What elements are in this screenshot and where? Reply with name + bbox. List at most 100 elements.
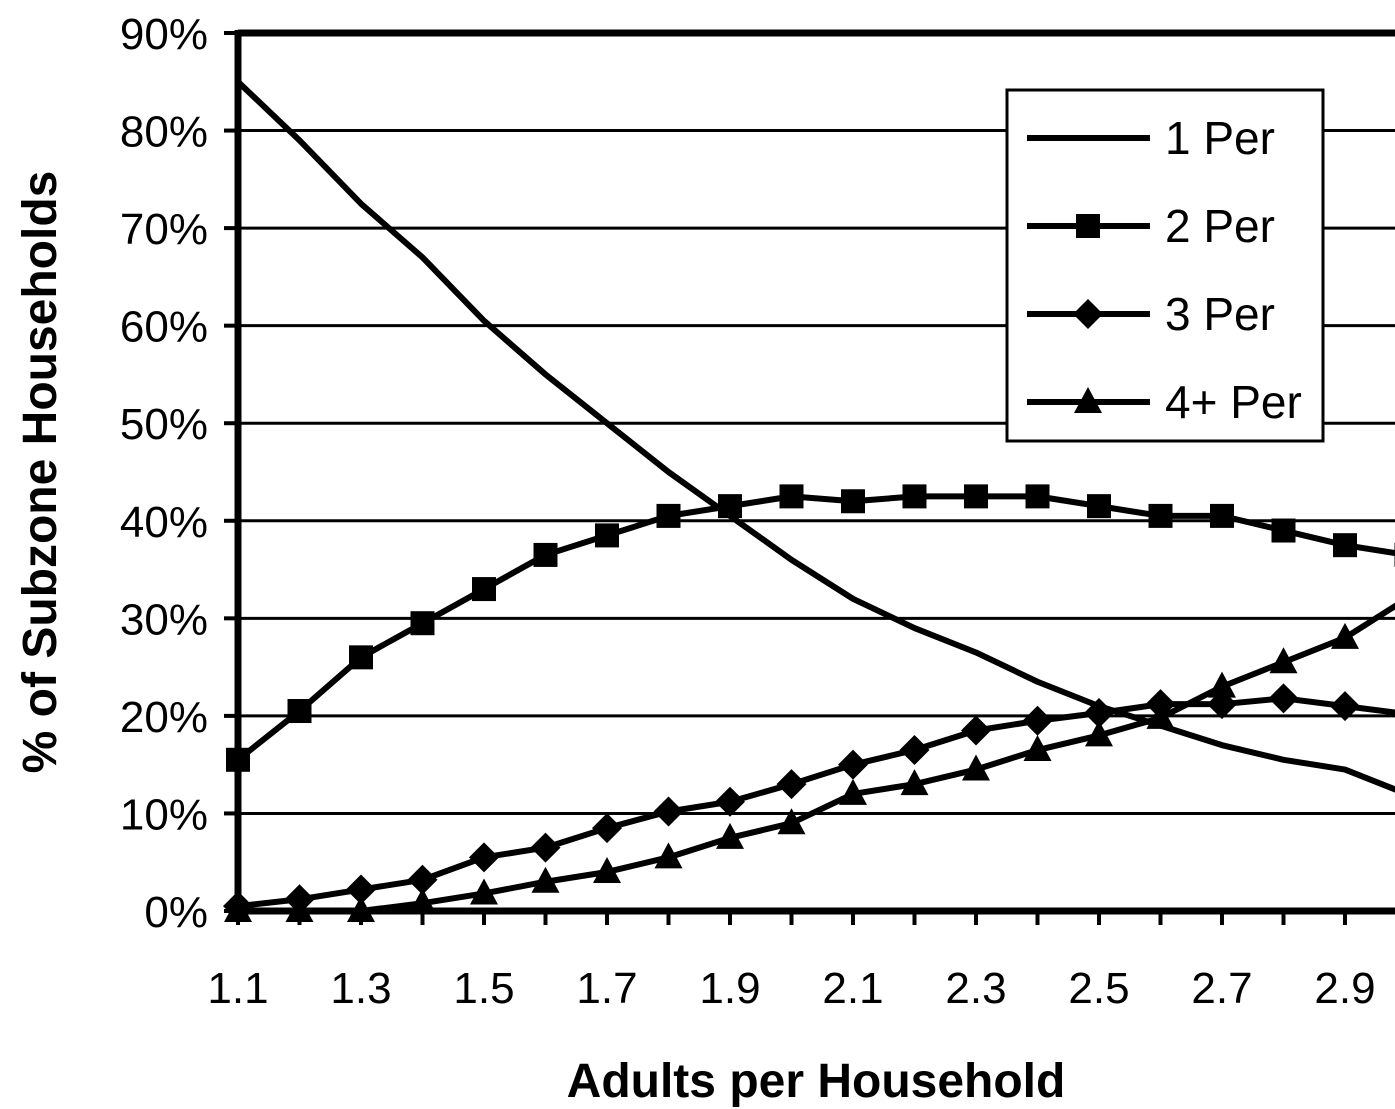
square-marker (1025, 484, 1050, 509)
diamond-marker (346, 874, 376, 905)
series-line (238, 602, 1395, 914)
triangle-marker (839, 778, 867, 805)
square-marker (1076, 214, 1100, 238)
triangle-marker (1208, 671, 1236, 698)
square-marker (1333, 533, 1357, 558)
diamond-marker (838, 749, 868, 780)
triangle-marker (654, 842, 683, 869)
square-marker (656, 503, 681, 528)
series-3 (223, 683, 1395, 922)
x-tick-label: 1.1 (207, 964, 268, 1013)
triangle-marker (962, 754, 990, 781)
square-marker (472, 577, 496, 602)
diamond-marker (469, 842, 499, 873)
x-tick-label: 2.1 (822, 964, 883, 1013)
square-marker (349, 645, 373, 670)
square-marker (1148, 503, 1173, 528)
x-tick-label: 1.9 (699, 964, 760, 1013)
y-tick-label: 50% (120, 400, 208, 449)
triangle-marker (1392, 605, 1395, 610)
diamond-marker (1022, 705, 1053, 736)
series-1 (235, 79, 1395, 793)
y-tick-label: 90% (120, 10, 208, 59)
square-marker (1271, 518, 1296, 543)
legend-entry: 4+ Per (1027, 376, 1302, 428)
triangle-marker (531, 866, 560, 893)
square-marker (964, 484, 988, 509)
y-tick-label: 0% (144, 888, 208, 937)
legend-entry: 3 Per (1027, 288, 1275, 340)
series-2 (226, 484, 1395, 772)
legend-label: 2 Per (1165, 200, 1275, 252)
diamond-marker (899, 735, 930, 766)
y-tick-label: 40% (120, 498, 208, 547)
legend-label: 3 Per (1165, 288, 1275, 340)
square-marker (902, 484, 927, 509)
legend-label: 4+ Per (1165, 376, 1302, 428)
triangle-marker (470, 878, 498, 905)
square-marker (533, 542, 558, 567)
diamond-marker (653, 796, 684, 827)
y-tick-label: 20% (120, 693, 208, 742)
legend: 1 Per 2 Per 3 Per 4+ Per (1005, 88, 1325, 443)
diamond-marker (715, 786, 745, 817)
triangle-marker (408, 888, 437, 915)
triangle-marker (593, 856, 621, 883)
square-marker (1087, 494, 1111, 519)
diamond-marker (1268, 683, 1299, 714)
x-tick-label: 2.9 (1314, 964, 1375, 1013)
triangle-marker (900, 769, 929, 796)
triangle-marker (1023, 735, 1052, 762)
diamond-marker (407, 864, 438, 895)
y-tick-label: 60% (120, 303, 208, 352)
diamond-marker (1073, 299, 1103, 329)
series-line (237, 695, 1395, 910)
y-axis-title: % of Subzone Households (14, 171, 67, 774)
square-marker (779, 484, 804, 509)
legend-entry: 1 Per (1027, 112, 1275, 164)
square-marker (410, 611, 435, 636)
triangle-marker (716, 822, 744, 849)
x-tick-label: 2.5 (1068, 964, 1129, 1013)
y-tick-label: 30% (120, 595, 208, 644)
diamond-marker (1330, 691, 1360, 722)
series-4 (224, 602, 1395, 922)
diamond-marker (592, 813, 622, 844)
series-line (235, 79, 1395, 793)
triangle-marker (1146, 702, 1175, 729)
square-marker (718, 494, 742, 519)
triangle-marker (224, 896, 252, 922)
diamond-marker (1391, 710, 1395, 718)
square-marker (287, 699, 312, 724)
x-tick-label: 1.3 (330, 964, 391, 1013)
diamond-marker (530, 832, 561, 863)
square-marker (1210, 503, 1234, 528)
diamond-marker (776, 769, 807, 800)
triangle-marker (777, 808, 806, 835)
x-tick-label: 2.7 (1191, 964, 1252, 1013)
x-tick-label: 2.3 (945, 964, 1006, 1013)
diamond-marker (1084, 697, 1114, 728)
x-axis-title: Adults per Household (567, 1055, 1066, 1108)
square-marker (841, 489, 865, 514)
tick-labels: 0% 10% 20% 30% 40% 50% 60% 70% 80% 90% 1.1 1.3 1.5 1.… (120, 10, 1376, 1013)
square-marker (595, 523, 619, 548)
y-tick-label: 10% (120, 790, 208, 839)
x-tick-label: 1.5 (453, 964, 514, 1013)
square-marker (226, 747, 250, 772)
y-tick-label: 70% (120, 205, 208, 254)
triangle-marker (1331, 622, 1359, 649)
legend-box (1005, 88, 1325, 443)
diamond-marker (961, 715, 991, 746)
y-tick-label: 80% (120, 108, 208, 157)
x-tick-label: 1.7 (576, 964, 637, 1013)
legend-entry: 2 Per (1027, 200, 1275, 252)
triangle-marker (1269, 647, 1298, 674)
series-group (223, 79, 1395, 922)
triangle-marker (1074, 387, 1102, 413)
triangle-marker (1085, 720, 1113, 747)
triangle-marker (347, 896, 375, 922)
triangle-marker (285, 896, 314, 922)
